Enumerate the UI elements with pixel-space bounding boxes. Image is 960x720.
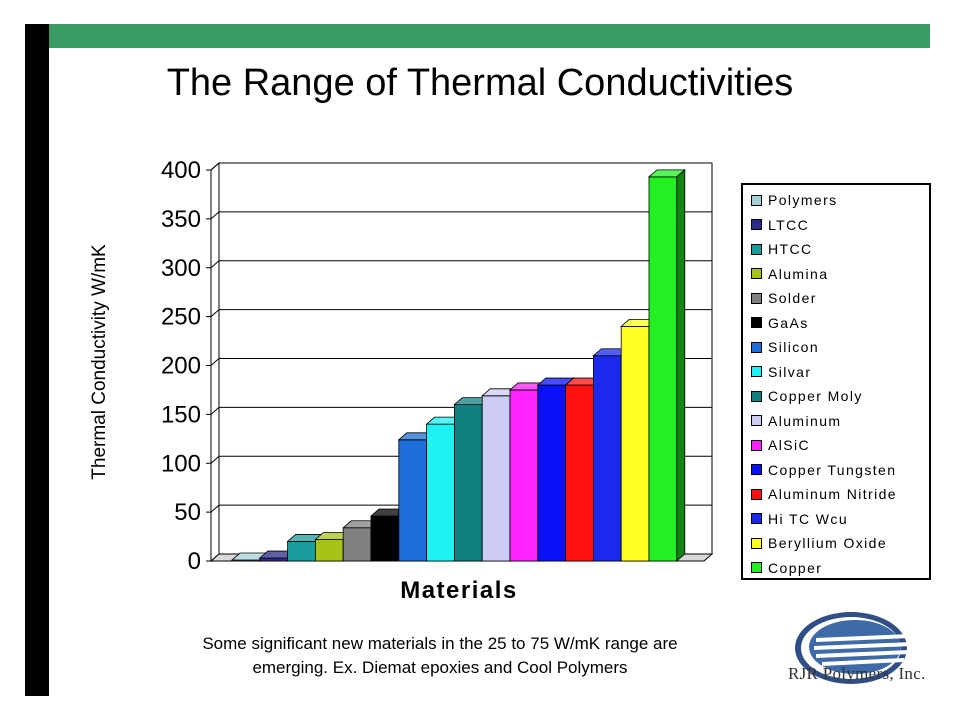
legend-swatch	[751, 194, 762, 206]
legend-item: Beryllium Oxide	[751, 533, 887, 553]
legend-item: Copper Moly	[751, 386, 863, 406]
legend-item: Polymers	[751, 190, 838, 210]
y-tick-label: 0	[188, 548, 201, 575]
y-tick-label: 300	[161, 255, 201, 282]
legend-label: Solder	[768, 290, 817, 306]
legend-label: Polymers	[768, 192, 838, 208]
y-tick-label: 200	[161, 353, 201, 380]
legend-swatch	[751, 390, 762, 402]
legend-label: LTCC	[768, 216, 810, 233]
legend-label: GaAs	[768, 314, 809, 331]
gridline	[210, 211, 712, 220]
y-tick-label: 100	[161, 450, 201, 477]
legend-swatch	[751, 439, 762, 451]
y-tick-label: 400	[161, 157, 201, 184]
legend-swatch	[751, 268, 762, 279]
legend-swatch	[751, 513, 762, 524]
legend-label: Beryllium Oxide	[768, 535, 888, 551]
y-tick-label: 150	[161, 401, 201, 428]
legend-swatch	[751, 366, 762, 377]
legend-label: Silvar	[768, 363, 812, 380]
y-tick-label: 50	[174, 499, 201, 526]
gridline	[210, 162, 712, 171]
legend-item: Copper Tungsten	[751, 460, 896, 480]
legend-item: Hi TC Wcu	[751, 509, 848, 529]
legend-item: Silicon	[751, 337, 819, 357]
legend-item: GaAs	[751, 313, 809, 333]
company-name: RJR Polymers, Inc.	[788, 664, 926, 683]
legend-swatch	[751, 488, 762, 500]
legend-swatch	[751, 537, 762, 549]
legend-label: Copper Tungsten	[768, 461, 897, 478]
legend-label: HTCC	[768, 241, 813, 257]
legend-item: Aluminum Nitride	[751, 484, 897, 504]
legend-label: Aluminum	[768, 412, 842, 429]
legend-item: Silvar	[751, 362, 811, 382]
legend-item: Aluminum	[751, 411, 841, 431]
slide-caption: Some significant new materials in the 25…	[120, 632, 760, 680]
rjr-logo-icon	[795, 612, 912, 684]
legend-swatch	[751, 464, 762, 475]
legend-item: HTCC	[751, 239, 812, 259]
legend-item: Solder	[751, 288, 817, 308]
legend-item: Copper	[751, 558, 822, 578]
slide-title: The Range of Thermal Conductivities	[166, 62, 794, 104]
legend-swatch	[751, 243, 762, 255]
legend-swatch	[751, 341, 762, 353]
top-accent-bar	[49, 24, 930, 48]
legend-swatch	[751, 562, 762, 573]
legend-swatch	[751, 219, 762, 230]
legend-label: Copper Moly	[768, 388, 863, 404]
bar-copper	[647, 168, 686, 562]
legend-swatch	[751, 415, 762, 426]
y-tick-label: 250	[161, 304, 201, 331]
legend-item: AlSiC	[751, 435, 810, 455]
gridline	[210, 358, 712, 366]
gridline	[210, 260, 712, 269]
caption-line-1: Some significant new materials in the 25…	[202, 634, 678, 653]
y-axis-label: Thermal Conductivity W/mK	[89, 244, 110, 480]
legend-label: Alumina	[768, 265, 829, 282]
left-accent-bar	[25, 24, 49, 696]
legend-label: AlSiC	[768, 437, 811, 453]
chart-legend: Polymers LTCC HTCC Alumina Solder GaAs Silicon…	[741, 183, 931, 580]
legend-label: Hi TC Wcu	[768, 510, 849, 527]
legend-label: Silicon	[768, 339, 820, 355]
gridline	[210, 309, 712, 318]
legend-label: Aluminum Nitride	[768, 486, 897, 502]
legend-item: LTCC	[751, 215, 809, 235]
legend-swatch	[751, 317, 762, 328]
legend-label: Copper	[768, 559, 823, 576]
legend-item: Alumina	[751, 264, 828, 284]
caption-line-2: emerging. Ex. Diemat epoxies and Cool Po…	[252, 658, 628, 677]
x-axis-label: Materials	[400, 577, 518, 604]
y-tick-label: 350	[161, 206, 201, 233]
legend-swatch	[751, 292, 762, 304]
